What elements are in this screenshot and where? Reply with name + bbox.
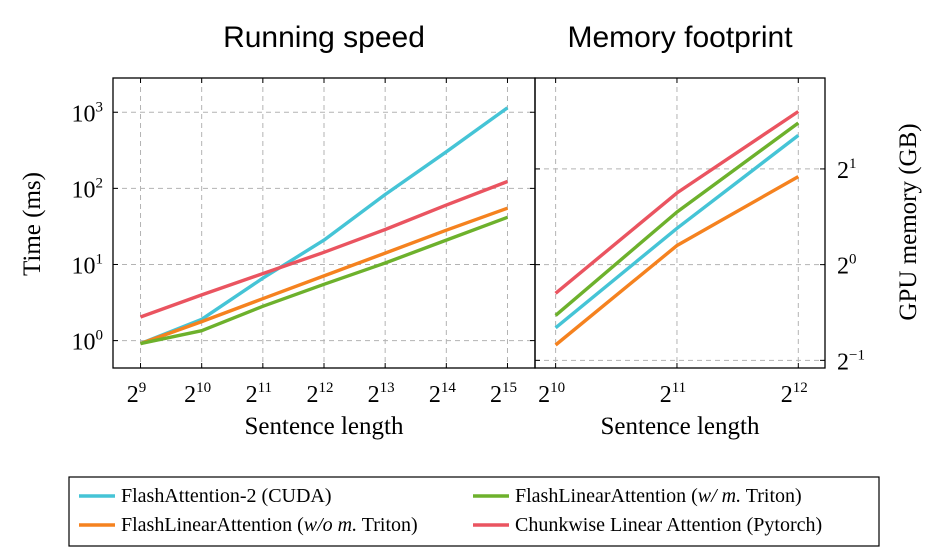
running-speed-ytick-label: 103 (72, 99, 104, 127)
memory-footprint-panel: 210 211 212 2−1 20 21 Memory footprint Senten… (534, 21, 922, 440)
legend-entry-label: Chunkwise Linear Attention (Pytorch) (515, 514, 822, 536)
memory-footprint-xtick-label: 210 (538, 380, 565, 408)
memory-footprint-series-line-2 (554, 121, 800, 317)
legend-entry-label: FlashAttention-2 (CUDA) (121, 485, 332, 507)
running-speed-xtick-label: 29 (127, 380, 147, 408)
memory-footprint-frame (534, 77, 826, 369)
legend: FlashAttention-2 (CUDA) FlashLinearAttent… (68, 476, 880, 547)
memory-footprint-ticks: 210 211 212 2−1 20 21 (535, 78, 865, 408)
legend-entry-label: FlashLinearAttention (w/ m. Triton) (515, 485, 802, 507)
legend-entry-label: FlashLinearAttention (w/o m. Triton) (121, 514, 418, 536)
running-speed-ylabel: Time (ms) (19, 172, 46, 276)
memory-footprint-title: Memory footprint (567, 21, 793, 54)
running-speed-ticks: 29 210 211 212 213 214 215 100 101 102 103 (72, 78, 535, 408)
running-speed-series-line-1 (139, 206, 509, 346)
running-speed-xtick-label: 211 (246, 380, 272, 408)
running-speed-series-line-3 (139, 179, 509, 319)
running-speed-xlabel: Sentence length (245, 413, 404, 440)
legend-box (68, 476, 880, 547)
memory-footprint-xtick-label: 212 (781, 380, 808, 408)
memory-footprint-ytick-label: 2−1 (837, 347, 865, 375)
running-speed-ytick-label: 101 (72, 251, 104, 279)
running-speed-ytick-label: 102 (72, 175, 104, 203)
running-speed-series (139, 106, 509, 346)
running-speed-title: Running speed (223, 21, 425, 54)
memory-footprint-ytick-label: 21 (837, 156, 857, 184)
running-speed-grid (113, 78, 535, 368)
memory-footprint-grid (535, 78, 825, 368)
memory-footprint-xtick-label: 211 (660, 380, 686, 408)
memory-footprint-series-line-0 (554, 134, 800, 330)
memory-footprint-xlabel: Sentence length (601, 413, 760, 440)
running-speed-series-line-0 (139, 106, 509, 346)
running-speed-xtick-label: 213 (368, 380, 395, 408)
running-speed-xtick-label: 214 (429, 380, 457, 408)
memory-footprint-series (554, 110, 800, 347)
running-speed-xtick-label: 212 (307, 380, 334, 408)
running-speed-xtick-label: 215 (490, 380, 517, 408)
running-speed-panel: 29 210 211 212 213 214 215 100 101 102 103 Running… (19, 21, 536, 440)
memory-footprint-ytick-label: 20 (837, 252, 857, 280)
memory-footprint-series-line-3 (554, 110, 800, 295)
running-speed-series-line-2 (140, 215, 509, 346)
memory-footprint-series-line-1 (554, 175, 800, 347)
running-speed-xtick-label: 210 (184, 380, 211, 408)
memory-footprint-ylabel: GPU memory (GB) (895, 123, 922, 320)
running-speed-ytick-label: 100 (72, 328, 104, 356)
